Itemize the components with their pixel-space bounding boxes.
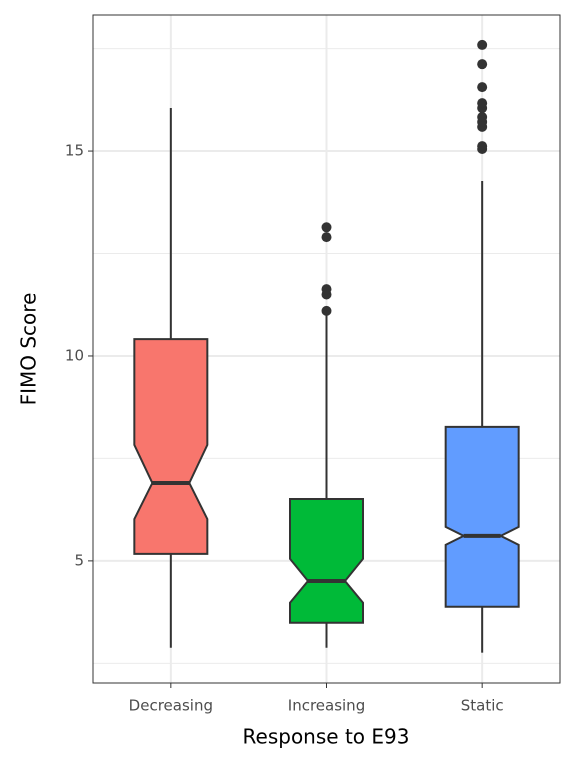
outlier: [321, 305, 332, 316]
outlier: [321, 232, 332, 243]
outlier: [477, 112, 488, 123]
box: [289, 497, 364, 624]
x-axis-title: Response to E93: [243, 725, 410, 749]
outlier: [477, 98, 488, 109]
y-tick-label: 5: [74, 551, 84, 569]
y-tick-label: 10: [65, 346, 84, 364]
plot-border: [92, 14, 561, 684]
outlier: [477, 39, 488, 50]
outlier: [321, 222, 332, 233]
x-tick-label: Static: [461, 697, 504, 715]
box: [444, 425, 520, 608]
outlier: [477, 141, 488, 152]
y-tick-label: 15: [65, 142, 84, 160]
outlier: [477, 59, 488, 70]
y-axis-title: FIMO Score: [17, 293, 41, 406]
outlier: [321, 284, 332, 295]
x-tick-label: Increasing: [288, 697, 365, 715]
x-tick-label: Decreasing: [129, 697, 213, 715]
outlier: [477, 82, 488, 93]
box: [133, 338, 209, 555]
